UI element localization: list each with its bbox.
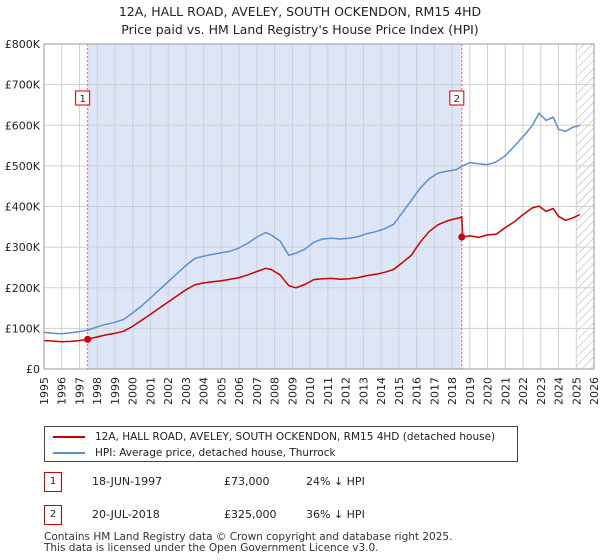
- x-tick-label: 1998: [91, 377, 104, 405]
- sale-point: [84, 335, 92, 343]
- sale-label-number: 2: [454, 94, 460, 105]
- x-tick-label: 2008: [269, 377, 282, 405]
- y-tick-label: £0: [26, 363, 40, 376]
- x-tick-label: 2024: [553, 377, 566, 405]
- legend-item-property: 12A, HALL ROAD, AVELEY, SOUTH OCKENDON, …: [53, 429, 495, 445]
- transaction-price: £325,000: [224, 508, 277, 521]
- transaction-price: £73,000: [224, 475, 270, 488]
- x-tick-label: 2021: [499, 377, 512, 405]
- footer-line-1: Contains HM Land Registry data © Crown c…: [44, 531, 453, 543]
- x-tick-label: 2020: [482, 377, 495, 405]
- y-tick-label: £300K: [5, 241, 41, 254]
- x-tick-label: 1997: [73, 377, 86, 405]
- property-price-line: [43, 205, 581, 343]
- x-tick-label: 2012: [340, 377, 353, 405]
- x-tick-label: 2015: [393, 377, 406, 405]
- x-tick-label: 2026: [588, 377, 600, 405]
- price-chart: 1 2 £0 £100K £200K £300K £400K £500K £600K £700K…: [5, 38, 600, 405]
- footer-line-2: This data is licensed under the Open Gov…: [44, 542, 379, 554]
- y-tick-label: £800K: [5, 38, 41, 51]
- x-tick-label: 2013: [357, 377, 370, 405]
- x-tick-label: 2002: [162, 377, 175, 405]
- x-tick-label: 2003: [180, 377, 193, 405]
- transaction-hpi-diff: 36% ↓ HPI: [306, 508, 365, 521]
- transaction-hpi-diff: 24% ↓ HPI: [306, 475, 365, 488]
- legend-swatch-property: [53, 436, 85, 438]
- y-tick-label: £600K: [5, 119, 41, 132]
- x-tick-label: 2014: [375, 377, 388, 405]
- sale-label-number: 1: [79, 94, 85, 105]
- y-tick-label: £100K: [5, 322, 41, 335]
- transaction-badge: 2: [44, 505, 62, 525]
- transaction-date: 20-JUL-2018: [92, 508, 160, 521]
- x-tick-label: 1999: [109, 377, 122, 405]
- transaction-date: 18-JUN-1997: [92, 475, 163, 488]
- x-tick-label: 2018: [446, 377, 459, 405]
- legend-label-hpi: HPI: Average price, detached house, Thur…: [95, 447, 336, 459]
- x-tick-label: 2017: [428, 377, 441, 405]
- transaction-row: 2 20-JUL-2018 £325,000 36% ↓ HPI: [44, 505, 584, 525]
- x-tick-label: 2022: [517, 377, 530, 405]
- legend-swatch-hpi: [53, 452, 85, 454]
- x-tick-label: 2006: [233, 377, 246, 405]
- chart-title: 12A, HALL ROAD, AVELEY, SOUTH OCKENDON, …: [118, 4, 482, 19]
- x-tick-label: 2009: [286, 377, 299, 405]
- x-tick-label: 2007: [251, 377, 264, 405]
- x-tick-label: 2005: [215, 377, 228, 405]
- y-tick-label: £700K: [5, 79, 41, 92]
- footer-attribution: Contains HM Land Registry data © Crown c…: [44, 532, 452, 554]
- transaction-badge: 1: [44, 472, 62, 492]
- x-tick-label: 1996: [56, 377, 69, 405]
- sale-label-box: [449, 90, 465, 106]
- sale-label-box: [75, 90, 91, 106]
- x-tick-label: 2019: [464, 377, 477, 405]
- x-tick-label: 1995: [38, 377, 51, 405]
- x-tick-label: 2010: [304, 377, 317, 405]
- chart-legend: 12A, HALL ROAD, AVELEY, SOUTH OCKENDON, …: [44, 426, 518, 462]
- legend-item-hpi: HPI: Average price, detached house, Thur…: [53, 445, 336, 461]
- transaction-row: 1 18-JUN-1997 £73,000 24% ↓ HPI: [44, 472, 584, 492]
- sale-point: [458, 233, 466, 241]
- hpi-line: [43, 112, 581, 335]
- x-tick-label: 2023: [535, 377, 548, 405]
- legend-label-property: 12A, HALL ROAD, AVELEY, SOUTH OCKENDON, …: [95, 431, 496, 443]
- y-tick-label: £400K: [5, 201, 41, 214]
- x-tick-label: 2016: [411, 377, 424, 405]
- plot-frame: [43, 43, 595, 370]
- x-tick-label: 2004: [198, 377, 211, 405]
- chart-subtitle: Price paid vs. HM Land Registry's House …: [121, 22, 479, 37]
- x-tick-label: 2011: [322, 377, 335, 405]
- y-tick-label: £200K: [5, 282, 41, 295]
- x-tick-label: 2000: [127, 377, 140, 405]
- y-tick-label: £500K: [5, 160, 41, 173]
- x-tick-label: 2025: [570, 377, 583, 405]
- x-tick-label: 2001: [144, 377, 157, 405]
